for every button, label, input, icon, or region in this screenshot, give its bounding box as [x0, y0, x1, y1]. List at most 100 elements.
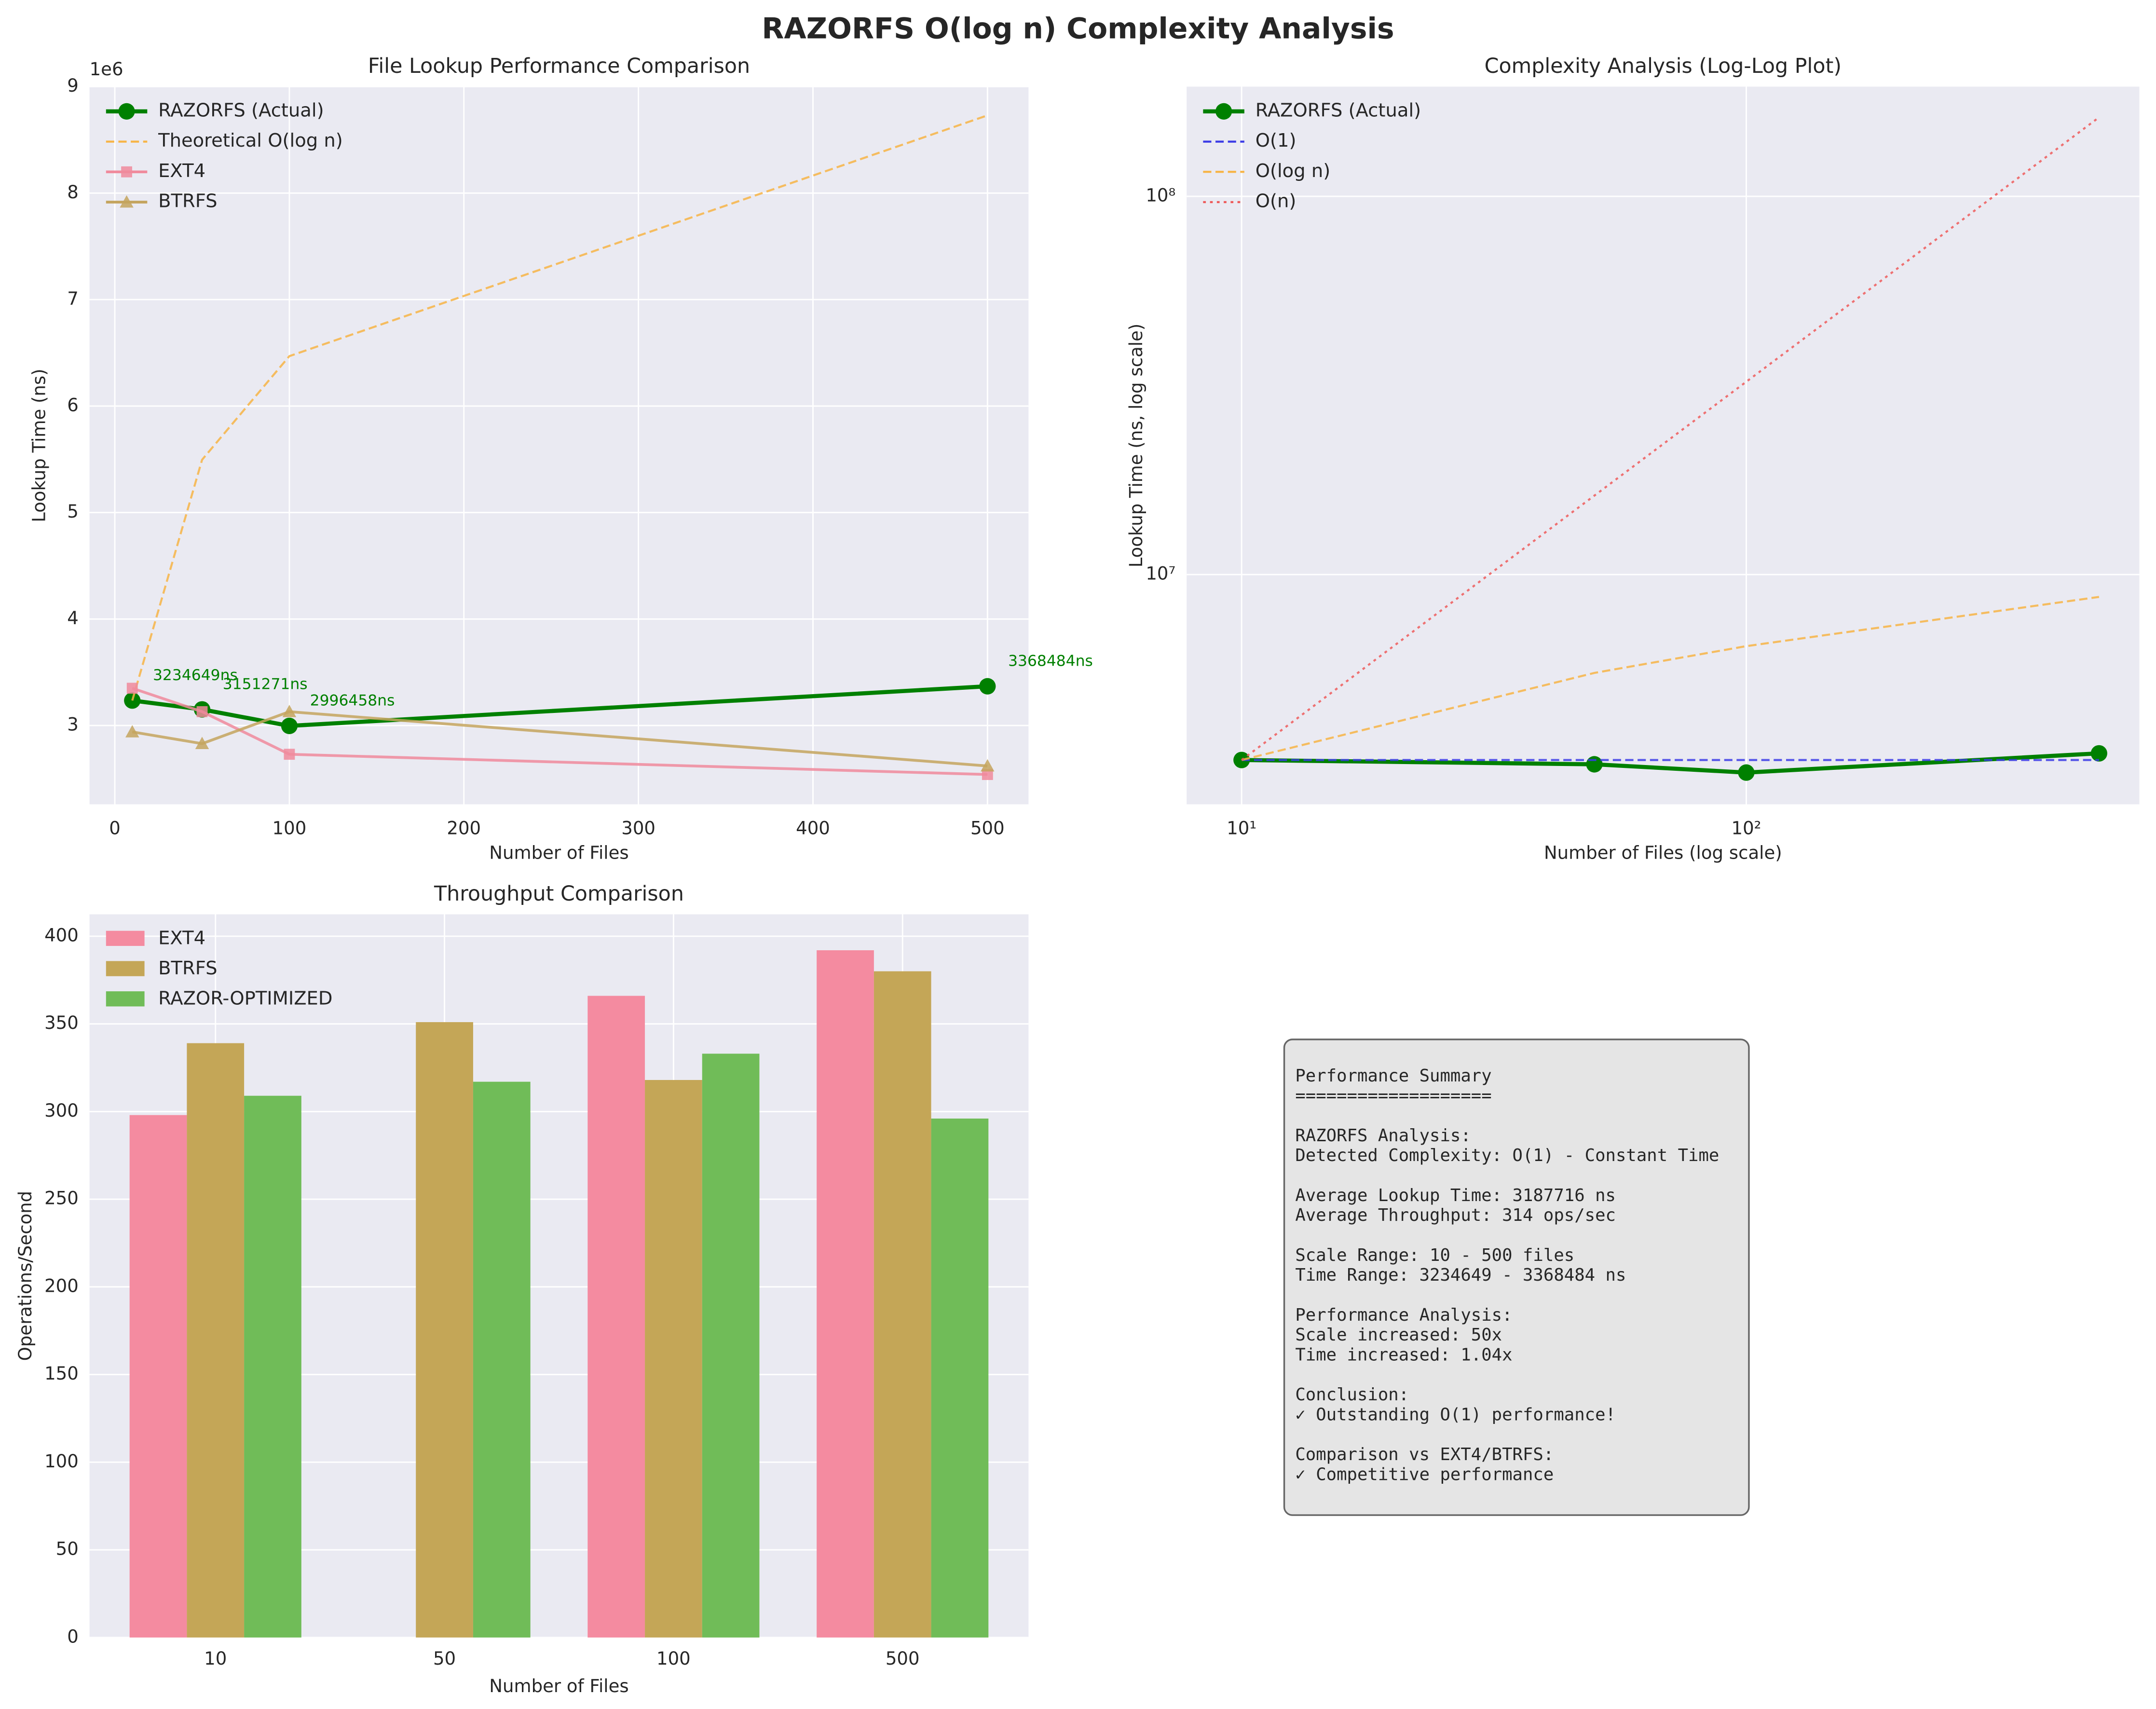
x-axis-label: Number of Files — [489, 1676, 628, 1696]
y-tick-label: 150 — [44, 1363, 79, 1384]
series-line — [132, 710, 988, 767]
series-line — [1241, 116, 2100, 761]
x-axis-label: Number of Files — [489, 843, 628, 863]
legend-label: RAZORFS (Actual) — [158, 99, 324, 121]
y-axis-label: Operations/Second — [15, 1191, 36, 1361]
y-tick-label: 300 — [44, 1100, 79, 1121]
bar — [587, 996, 645, 1638]
legend-label: Theoretical O(log n) — [158, 130, 343, 151]
data-label: 2996458ns — [310, 692, 395, 710]
legend-marker — [118, 103, 135, 120]
y-tick-label: 250 — [44, 1188, 79, 1209]
x-tick-label: 400 — [796, 818, 830, 838]
summary-line: Conclusion: — [1295, 1385, 1409, 1405]
data-label: 3151271ns — [223, 675, 308, 693]
marker — [281, 717, 298, 734]
marker — [979, 678, 996, 695]
legend-label: EXT4 — [158, 927, 205, 949]
x-tick-label: 10² — [1732, 818, 1761, 838]
x-tick-label: 100 — [656, 1648, 691, 1669]
figure-title: RAZORFS O(log n) Complexity Analysis — [762, 12, 1394, 45]
data-label: 3368484ns — [1008, 652, 1093, 670]
y-tick-label: 5 — [67, 501, 79, 522]
marker — [982, 769, 993, 780]
y-tick-label: 10⁷ — [1146, 563, 1175, 584]
marker — [125, 725, 139, 738]
y-tick-label: 3 — [67, 714, 79, 735]
legend-swatch — [106, 930, 145, 946]
y-tick-label: 0 — [67, 1626, 79, 1647]
legend-label: BTRFS — [158, 191, 218, 212]
x-tick-label: 10 — [204, 1648, 227, 1669]
bar — [817, 950, 874, 1638]
legend-marker — [120, 195, 134, 208]
bar — [702, 1053, 760, 1638]
legend-marker — [121, 166, 132, 178]
legend-marker — [1215, 103, 1232, 120]
summary-line: ✓ Outstanding O(1) performance! — [1295, 1405, 1616, 1424]
series-line — [132, 684, 988, 728]
x-tick-label: 100 — [273, 818, 307, 838]
y-axis-label: Lookup Time (ns) — [28, 369, 49, 522]
y-tick-label: 4 — [67, 608, 79, 629]
bar — [873, 971, 931, 1638]
x-tick-label: 200 — [447, 818, 481, 838]
summary-line: Average Throughput: 314 ops/sec — [1295, 1205, 1616, 1225]
bar — [187, 1043, 245, 1638]
summary-line: Time Range: 3234649 - 3368484 ns — [1295, 1265, 1626, 1285]
x-tick-label: 500 — [886, 1648, 920, 1669]
marker — [2090, 745, 2107, 762]
y-tick-label: 10⁸ — [1146, 185, 1175, 206]
plot-area — [89, 86, 1029, 805]
summary-line: Detected Complexity: O(1) - Constant Tim… — [1295, 1146, 1719, 1165]
legend-label: RAZOR-OPTIMIZED — [158, 988, 332, 1010]
y-tick-label: 100 — [44, 1451, 79, 1472]
marker — [282, 705, 297, 717]
y-tick-label: 6 — [67, 395, 79, 415]
bar — [129, 1115, 187, 1638]
chart-title: Throughput Comparison — [434, 882, 684, 906]
summary-line: Average Lookup Time: 3187716 ns — [1295, 1186, 1616, 1205]
summary-line: Scale increased: 50x — [1295, 1325, 1502, 1345]
summary-box — [1283, 1039, 1750, 1516]
series-line — [132, 687, 988, 776]
x-tick-label: 500 — [970, 818, 1005, 838]
summary-line: ✓ Competitive performance — [1295, 1464, 1554, 1484]
summary-line: Scale Range: 10 - 500 files — [1295, 1245, 1574, 1265]
bar — [931, 1118, 989, 1638]
summary-line: Comparison vs EXT4/BTRFS: — [1295, 1445, 1554, 1464]
legend-label: BTRFS — [158, 957, 218, 979]
y-tick-label: 8 — [67, 182, 79, 203]
x-axis-label: Number of Files (log scale) — [1544, 843, 1782, 863]
marker — [126, 683, 138, 694]
x-tick-label: 10¹ — [1227, 818, 1256, 838]
y-tick-label: 400 — [44, 925, 79, 945]
data-label: 3234649ns — [153, 667, 238, 684]
y-tick-label: 200 — [44, 1275, 79, 1296]
summary-line: =================== — [1295, 1086, 1491, 1106]
legend-label: EXT4 — [158, 160, 205, 182]
series-line — [1242, 751, 2100, 775]
bar — [416, 1022, 473, 1638]
marker — [981, 759, 995, 772]
y-axis-label: Lookup Time (ns, log scale) — [1126, 324, 1146, 568]
legend-swatch — [106, 961, 145, 976]
x-tick-label: 50 — [433, 1648, 456, 1669]
y-offset-label: 1e6 — [90, 59, 123, 80]
summary-line: Performance Analysis: — [1295, 1305, 1512, 1325]
marker — [284, 749, 295, 760]
marker — [195, 737, 209, 750]
marker — [196, 706, 208, 717]
bar — [645, 1080, 702, 1638]
y-tick-label: 7 — [67, 288, 79, 309]
legend-swatch — [106, 991, 145, 1007]
legend-label: O(1) — [1255, 130, 1296, 151]
bar — [473, 1081, 531, 1638]
chart-title: Complexity Analysis (Log-Log Plot) — [1485, 54, 1842, 78]
x-tick-label: 0 — [109, 818, 121, 838]
series-line — [1241, 596, 2100, 761]
marker — [1586, 756, 1603, 773]
series-line — [131, 114, 988, 701]
